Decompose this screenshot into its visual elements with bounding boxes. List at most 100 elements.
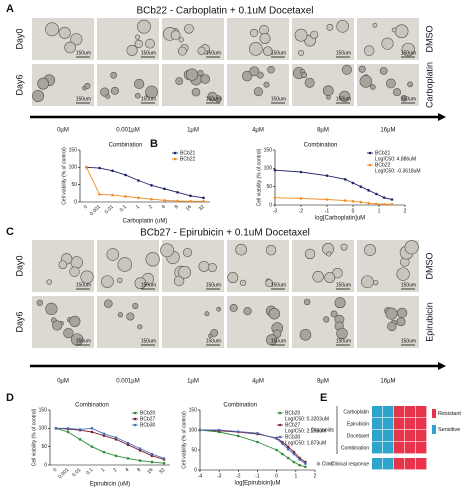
y-tick-label: 100 bbox=[264, 166, 273, 172]
data-point bbox=[281, 452, 284, 456]
legend-ic50: LogIC50: 1.873uM bbox=[285, 440, 326, 446]
data-point bbox=[78, 428, 82, 431]
legend-label: Resistant bbox=[438, 411, 461, 417]
legend-marker bbox=[173, 157, 177, 161]
organoid bbox=[117, 312, 124, 318]
data-point bbox=[138, 447, 142, 450]
organoid bbox=[326, 251, 332, 257]
organoid bbox=[396, 317, 406, 327]
x-tick-label: 0 bbox=[83, 204, 89, 210]
data-point bbox=[281, 442, 284, 445]
organoid bbox=[216, 306, 222, 312]
y-axis-label: Cell viability (% of control) bbox=[31, 408, 37, 466]
data-point bbox=[124, 173, 127, 177]
chart-title: Combination bbox=[304, 143, 338, 149]
heat-cell bbox=[394, 430, 405, 442]
data-point bbox=[189, 200, 192, 203]
y-tick-label: 0 bbox=[194, 467, 197, 473]
data-point bbox=[298, 458, 301, 461]
heat-cell bbox=[383, 418, 394, 430]
organoid bbox=[364, 244, 376, 256]
data-point bbox=[138, 459, 142, 462]
organoid bbox=[101, 275, 114, 288]
organoid bbox=[263, 81, 270, 88]
organoid bbox=[326, 23, 334, 31]
micrograph bbox=[227, 296, 289, 348]
data-point bbox=[66, 427, 70, 430]
row-label: Day6 bbox=[14, 74, 24, 95]
data-point bbox=[299, 170, 303, 174]
series-line bbox=[274, 197, 392, 205]
organoid bbox=[32, 90, 45, 102]
scale-label: 150um bbox=[336, 338, 351, 344]
dose-label: 1µM bbox=[187, 379, 199, 385]
organoid bbox=[204, 311, 210, 317]
organoid bbox=[175, 77, 184, 86]
y-tick-label: 150 bbox=[39, 407, 48, 413]
legend-label: BCb27 bbox=[285, 422, 301, 428]
data-point bbox=[304, 462, 307, 465]
legend-label: BCb21 bbox=[180, 150, 196, 156]
data-point bbox=[202, 200, 205, 203]
series-line bbox=[86, 167, 204, 202]
x-tick-label: 4 bbox=[124, 467, 130, 473]
organoid bbox=[387, 321, 397, 332]
legend-ic50: LogIC50: 0.3203uM bbox=[285, 416, 329, 422]
data-point bbox=[85, 166, 88, 169]
organoid bbox=[323, 316, 330, 323]
x-tick-label: -2 bbox=[299, 208, 304, 214]
organoid bbox=[400, 95, 408, 102]
data-point bbox=[256, 431, 259, 435]
panel-title: BCb27 - Epirubicin + 0.1uM Docetaxel bbox=[140, 228, 310, 239]
heat-cell bbox=[416, 442, 427, 454]
organoid bbox=[105, 94, 111, 100]
data-point bbox=[150, 460, 154, 464]
x-tick-label: 32 bbox=[198, 204, 206, 212]
organoid bbox=[322, 85, 334, 97]
organoid bbox=[249, 28, 259, 38]
heat-cell bbox=[416, 430, 427, 442]
legend-marker bbox=[278, 435, 282, 439]
dose-label: 0.001µM bbox=[116, 128, 139, 134]
organoid bbox=[191, 87, 201, 97]
data-point bbox=[367, 189, 370, 192]
data-point bbox=[162, 461, 166, 465]
series-line bbox=[274, 169, 393, 200]
y-tick-label: 50 bbox=[266, 184, 272, 190]
data-point bbox=[286, 447, 290, 451]
heat-cell bbox=[372, 442, 383, 454]
condition-label: DMSO bbox=[424, 253, 434, 280]
organoid bbox=[326, 95, 331, 100]
x-tick-label: -3 bbox=[217, 473, 222, 479]
data-point bbox=[102, 434, 106, 437]
organoid bbox=[45, 302, 58, 316]
heat-cell bbox=[405, 418, 416, 430]
legend-marker bbox=[368, 163, 372, 167]
x-tick-label: 1 bbox=[100, 467, 106, 473]
panel-label: C bbox=[6, 226, 14, 238]
organoid bbox=[334, 297, 346, 309]
legend-label: BCb22 bbox=[375, 162, 391, 168]
heat-cell bbox=[394, 458, 405, 470]
dose-label: 8µM bbox=[317, 379, 329, 385]
x-tick-label: 0.1 bbox=[85, 467, 94, 476]
data-point bbox=[111, 169, 114, 173]
organoid bbox=[64, 41, 76, 54]
heat-cell bbox=[405, 458, 416, 470]
organoid bbox=[372, 279, 379, 286]
x-tick-label: 8 bbox=[136, 467, 142, 473]
organoid bbox=[210, 328, 219, 337]
data-point bbox=[150, 454, 154, 458]
data-point bbox=[298, 463, 301, 467]
data-point bbox=[98, 193, 101, 196]
organoid bbox=[37, 77, 50, 90]
data-point bbox=[150, 184, 153, 187]
organoid bbox=[106, 248, 120, 261]
panel-title: BCb22 - Carboplatin + 0.1uM Docetaxel bbox=[136, 6, 313, 17]
x-tick-label: -2 bbox=[236, 473, 241, 479]
scale-label: 150um bbox=[271, 50, 286, 56]
y-tick-label: 100 bbox=[69, 165, 78, 171]
organoid bbox=[304, 77, 315, 88]
legend-swatch bbox=[432, 409, 436, 418]
